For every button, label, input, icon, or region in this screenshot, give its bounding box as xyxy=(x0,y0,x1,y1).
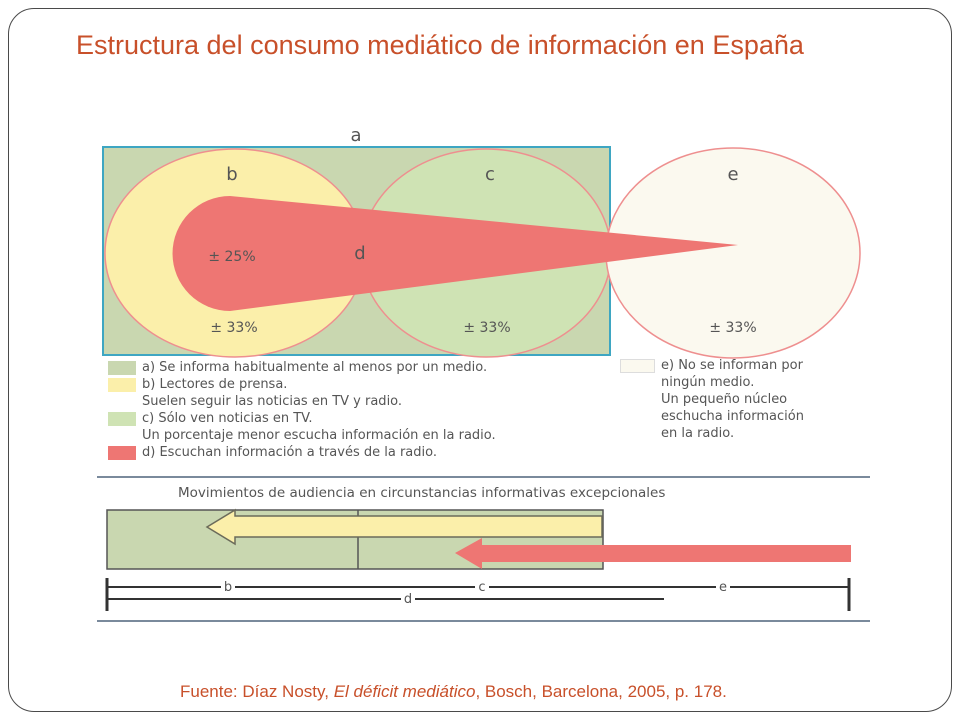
label-a: a xyxy=(350,125,361,146)
scale-label-bg-e xyxy=(716,580,730,592)
movement-title: Movimientos de audiencia en circunstanci… xyxy=(178,485,665,501)
legend-item-e: e) No se informan por xyxy=(620,357,804,374)
label-d: d xyxy=(354,243,365,264)
legend-swatch-c xyxy=(108,412,136,426)
source-citation: Fuente: Díaz Nosty, El déficit mediático… xyxy=(180,682,727,702)
legend-text-b-sub: Suelen seguir las noticias en TV y radio… xyxy=(142,394,403,409)
legend-text-b: b) Lectores de prensa. xyxy=(142,377,288,392)
legend-item-a: a) Se informa habitualmente al menos por… xyxy=(108,359,496,376)
legend-swatch-a xyxy=(108,361,136,375)
percent-b-upper: ± 25% xyxy=(208,249,255,265)
legend-text-d: d) Escuchan información a través de la r… xyxy=(142,445,437,460)
scale-label-d: d xyxy=(404,592,412,607)
legend-text-e: e) No se informan por xyxy=(661,358,803,373)
source-prefix: Fuente: Díaz Nosty, xyxy=(180,682,334,701)
slide-title: Estructura del consumo mediático de info… xyxy=(76,30,804,60)
legend-item-d: d) Escuchan información a través de la r… xyxy=(108,444,496,461)
legend-left: a) Se informa habitualmente al menos por… xyxy=(108,359,496,461)
label-e: e xyxy=(727,164,738,185)
label-b: b xyxy=(226,164,237,185)
scale-label-b: b xyxy=(224,580,232,595)
legend-text-c: c) Sólo ven noticias en TV. xyxy=(142,411,313,426)
set-d-wedge xyxy=(172,196,738,311)
legend-swatch-b xyxy=(108,378,136,392)
scale-label-c: c xyxy=(478,580,485,595)
legend-swatch-e xyxy=(620,359,655,373)
source-book-title: El déficit mediático xyxy=(333,682,476,701)
legend-item-c: c) Sólo ven noticias en TV. xyxy=(108,410,496,427)
legend-swatch-d xyxy=(108,446,136,460)
press-arrow xyxy=(205,508,603,546)
percent-b-lower: ± 33% xyxy=(210,320,257,336)
legend-text-e-line4: eschucha información xyxy=(661,409,804,424)
legend-text-a: a) Se informa habitualmente al menos por… xyxy=(142,360,488,375)
scale-label-bg-d xyxy=(401,592,415,604)
radio-arrow xyxy=(455,538,851,569)
percent-c: ± 33% xyxy=(463,320,510,336)
legend-item-b: b) Lectores de prensa. xyxy=(108,376,496,393)
legend-text-e-line2: ningún medio. xyxy=(661,375,755,390)
legend-right: e) No se informan por ningún medio. Un p… xyxy=(620,357,804,442)
label-c: c xyxy=(485,164,495,185)
legend-text-e-line3: Un pequeño núcleo xyxy=(661,392,788,407)
percent-e: ± 33% xyxy=(709,320,756,336)
scale-label-bg-b xyxy=(221,580,235,592)
scale-label-e: e xyxy=(719,580,727,595)
legend-text-e-line5: en la radio. xyxy=(661,426,735,441)
source-suffix: , Bosch, Barcelona, 2005, p. 178. xyxy=(475,682,727,701)
scale-label-bg-c xyxy=(475,580,489,592)
slide-frame xyxy=(8,8,952,712)
legend-text-c-sub: Un porcentaje menor escucha información … xyxy=(142,428,496,443)
